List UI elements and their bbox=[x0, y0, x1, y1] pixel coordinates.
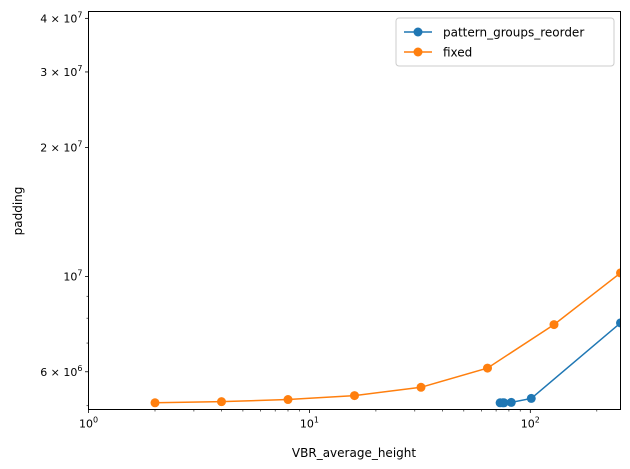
y-tick-label: 6 × 106 bbox=[40, 364, 82, 379]
data-point-fixed bbox=[283, 395, 293, 405]
axes-frame bbox=[88, 11, 621, 410]
y-tick-label: 4 × 107 bbox=[40, 10, 82, 25]
data-point-pattern-groups-reorder bbox=[616, 318, 621, 328]
data-point-fixed bbox=[150, 398, 160, 408]
data-point-fixed bbox=[483, 363, 492, 373]
y-tick-label: 107 bbox=[63, 269, 82, 284]
y-tick-label: 3 × 107 bbox=[40, 64, 82, 79]
x-axis-label: VBR_average_height bbox=[292, 446, 416, 460]
legend-marker-fixed bbox=[413, 47, 423, 57]
data-point-fixed bbox=[616, 268, 621, 278]
plot-area bbox=[150, 268, 621, 408]
legend-box bbox=[395, 17, 615, 67]
x-tick-label: 101 bbox=[300, 416, 319, 431]
data-point-fixed bbox=[416, 382, 426, 392]
x-tick-label: 100 bbox=[79, 416, 98, 431]
data-point-pattern-groups-reorder bbox=[526, 393, 536, 403]
data-point-fixed bbox=[217, 397, 226, 407]
data-point-fixed bbox=[350, 391, 359, 401]
data-point-fixed bbox=[549, 320, 559, 330]
legend-label-pattern-groups-reorder: pattern_groups_reorder bbox=[443, 26, 584, 40]
y-tick-label: 2 × 107 bbox=[40, 139, 82, 154]
data-point-pattern-groups-reorder bbox=[506, 397, 516, 407]
y-axis-label: padding bbox=[11, 187, 25, 236]
y-axis-ticks: 6 × 106 107 2 × 107 3 × 107 4 × 107 bbox=[40, 10, 89, 379]
series-line-fixed bbox=[154, 272, 621, 404]
legend-marker-pattern-groups-reorder bbox=[413, 27, 423, 37]
legend: pattern_groups_reorder fixed bbox=[395, 17, 615, 67]
x-tick-label: 102 bbox=[521, 416, 540, 431]
data-point-pattern-groups-reorder bbox=[499, 398, 509, 408]
x-axis-ticks: 100 101 102 bbox=[79, 409, 540, 431]
legend-label-fixed: fixed bbox=[443, 46, 472, 60]
